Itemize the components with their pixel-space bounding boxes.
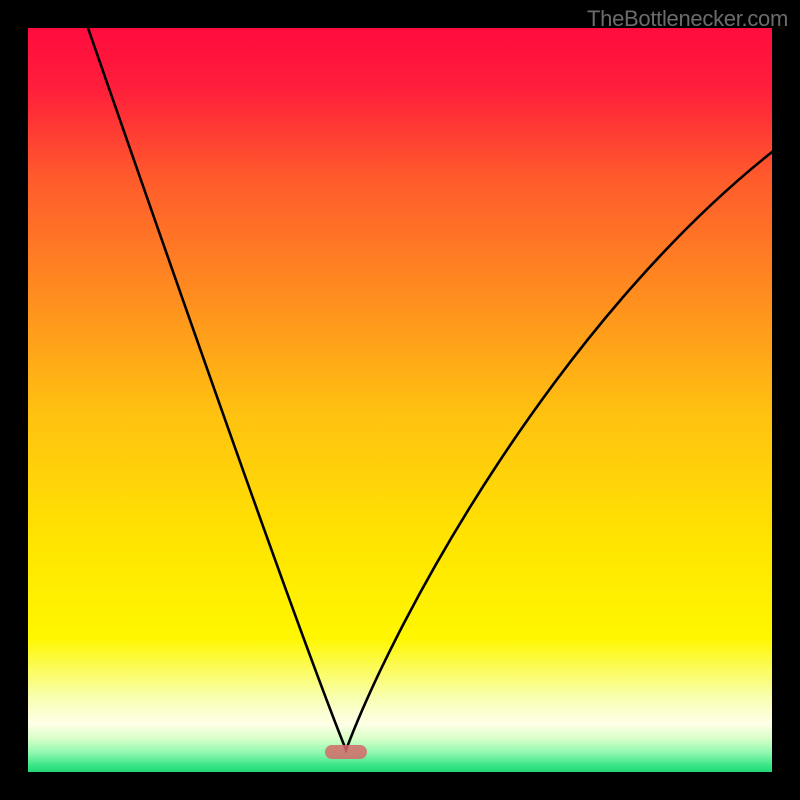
bottleneck-curve [28,28,772,772]
optimal-marker [325,745,367,759]
watermark-text: TheBottlenecker.com [587,6,788,32]
plot-area [28,28,772,772]
